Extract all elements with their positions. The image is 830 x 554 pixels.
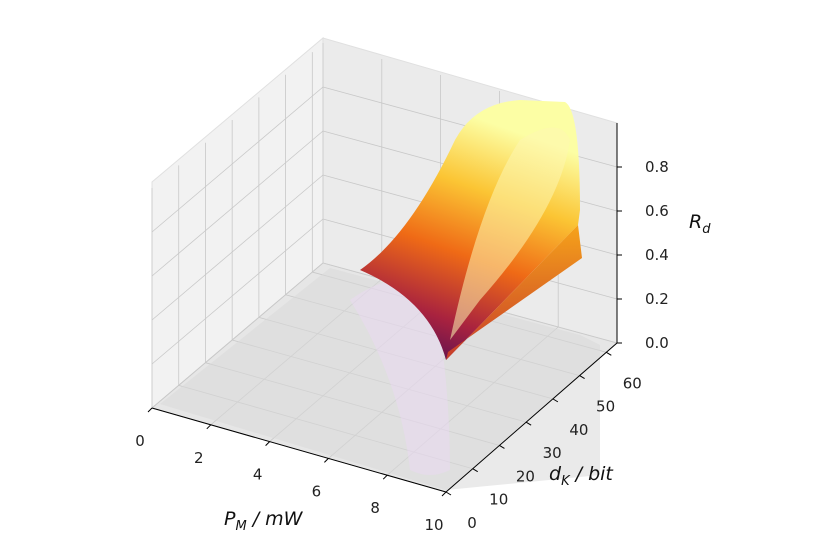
x-tick-label: 2 — [194, 449, 204, 467]
y-tick-label: 40 — [569, 421, 588, 439]
x-tick — [382, 474, 388, 480]
x-tick-label: 4 — [253, 466, 263, 484]
x-tick-label: 10 — [424, 516, 443, 534]
tick-labels: 0 2 4 6 8 10 0 10 20 30 40 50 60 0.0 0.2 0.4 0.6 0.8 — [135, 158, 669, 534]
x-tick-label: 8 — [370, 499, 380, 517]
grid-line-z-left — [151, 86, 324, 233]
surface-translucent — [350, 280, 450, 475]
z-tick-label: 0.0 — [645, 334, 669, 352]
z-tick-label: 0.8 — [645, 158, 669, 176]
x-tick — [324, 458, 329, 463]
y-tick-label: 60 — [623, 374, 642, 392]
grid-line-z-left — [151, 218, 324, 365]
z-tick-label: 0.4 — [645, 246, 669, 264]
z-axis-label: Rd — [689, 211, 711, 237]
axes — [151, 123, 618, 493]
y-tick — [525, 421, 532, 426]
y-tick — [472, 468, 478, 473]
y-tick — [499, 445, 505, 449]
y-tick-label: 20 — [516, 467, 535, 485]
x-tick — [206, 424, 212, 430]
y-tick-label: 0 — [467, 514, 477, 532]
surface — [160, 100, 600, 490]
x-tick — [147, 407, 153, 413]
y-tick — [579, 375, 585, 380]
surface-shadow — [160, 268, 600, 490]
x-axis-label: PM / mW — [224, 508, 304, 534]
grid-line-z-left — [151, 174, 324, 321]
y-axis-line — [445, 342, 618, 493]
y-tick-label: 10 — [489, 491, 508, 509]
y-tick-label: 50 — [596, 398, 615, 416]
y-tick — [606, 351, 612, 356]
grid-line-z-left — [151, 262, 324, 409]
surface-right-edge — [446, 225, 582, 360]
x-tick — [265, 441, 270, 446]
surface-highlight — [450, 127, 570, 340]
z-tick-label: 0.2 — [645, 290, 669, 308]
z-tick-label: 0.6 — [645, 202, 669, 220]
x-tick — [441, 491, 447, 497]
x-axis-line — [151, 407, 447, 493]
x-tick-label: 6 — [312, 482, 322, 500]
y-tick — [552, 398, 559, 403]
y-axis-label: dK / bit — [549, 463, 614, 489]
grid-line-z-left — [151, 130, 324, 277]
x-tick-label: 0 — [135, 432, 145, 450]
y-tick — [445, 491, 452, 496]
y-tick-label: 30 — [543, 444, 562, 462]
